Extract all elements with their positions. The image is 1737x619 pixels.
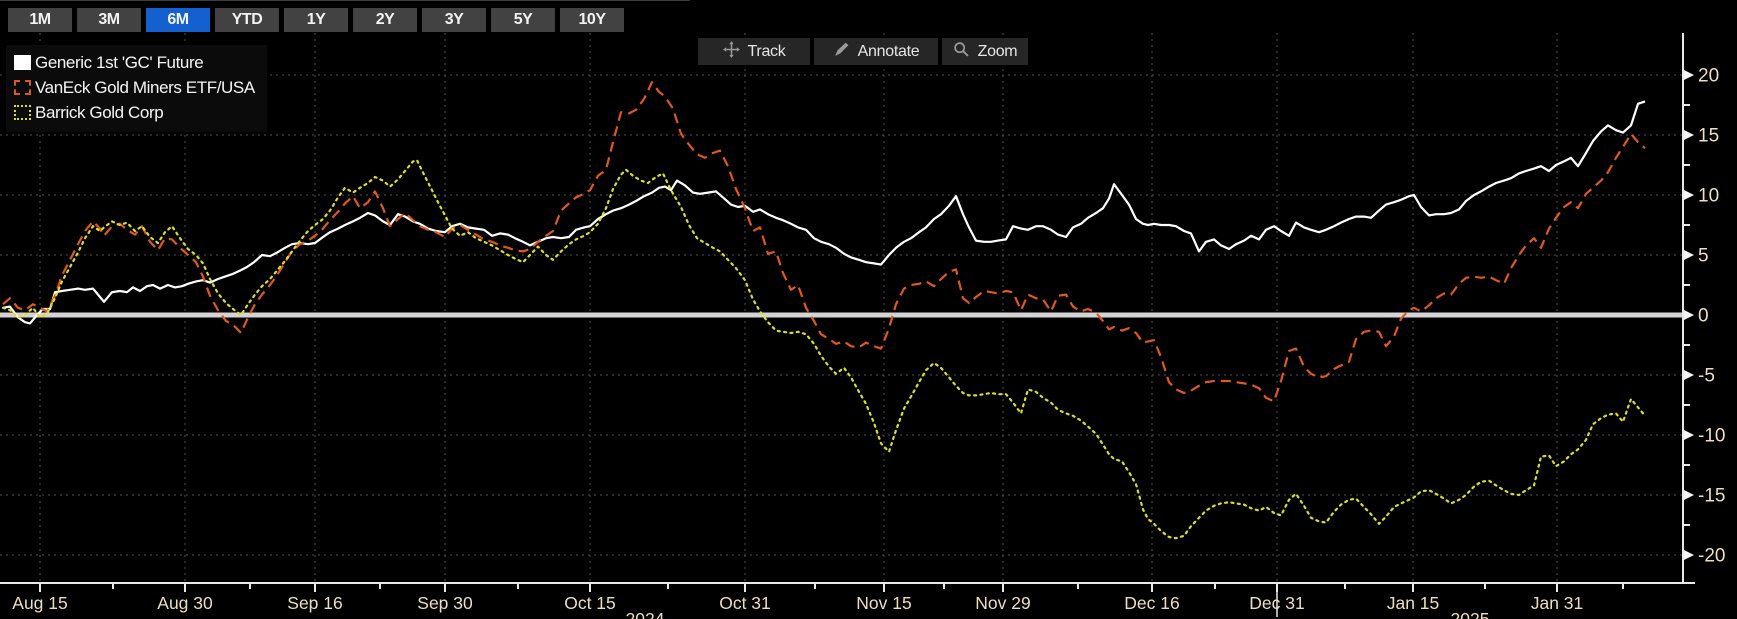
y-axis-label: 0 xyxy=(1698,306,1709,327)
zoom-button[interactable]: Zoom xyxy=(942,38,1028,65)
y-tick-arrow-icon xyxy=(1684,550,1694,560)
legend-label: VanEck Gold Miners ETF/USA xyxy=(35,77,255,97)
y-tick-arrow-icon xyxy=(1684,250,1694,260)
y-axis-label: -10 xyxy=(1698,426,1725,447)
y-tick-arrow-icon xyxy=(1684,130,1694,140)
range-tab-3y[interactable]: 3Y xyxy=(422,8,486,32)
series-line-gdx-etf xyxy=(2,81,1646,403)
track-button[interactable]: Track xyxy=(698,38,810,65)
x-axis-label: Nov 29 xyxy=(975,593,1030,613)
x-axis-label: Jan 15 xyxy=(1387,593,1440,613)
year-label: 2024 xyxy=(626,609,665,619)
x-axis-label: Sep 16 xyxy=(287,593,342,613)
magnifier-icon xyxy=(953,41,970,63)
range-tab-bar: 1M 3M 6M YTD 1Y 2Y 3Y 5Y 10Y xyxy=(0,0,690,34)
annotate-button[interactable]: Annotate xyxy=(814,38,938,65)
x-axis-label: Aug 15 xyxy=(12,593,67,613)
range-tab-ytd[interactable]: YTD xyxy=(215,8,279,32)
legend-item[interactable]: Generic 1st 'GC' Future xyxy=(14,50,255,75)
range-tab-5y[interactable]: 5Y xyxy=(491,8,555,32)
move-crosshair-icon xyxy=(722,40,740,63)
legend-swatch-dotted xyxy=(14,105,31,120)
y-axis-label: -15 xyxy=(1698,486,1725,507)
legend-swatch-dashed xyxy=(14,80,31,95)
y-axis-label: 20 xyxy=(1698,66,1719,87)
x-axis-label: Oct 15 xyxy=(564,593,616,613)
y-tick-arrow-icon xyxy=(1684,370,1694,380)
axes: Aug 15 Aug 30 Sep 16 Sep 30 Oct 15 Oct 31 Nov … xyxy=(0,33,1725,619)
range-tab-1y[interactable]: 1Y xyxy=(284,8,348,32)
legend-item[interactable]: VanEck Gold Miners ETF/USA xyxy=(14,75,255,100)
x-axis-label: Sep 30 xyxy=(417,593,473,613)
y-axis-label: -20 xyxy=(1698,546,1725,567)
gridlines xyxy=(0,33,1683,583)
legend-swatch-solid xyxy=(14,55,31,70)
legend-label: Generic 1st 'GC' Future xyxy=(35,52,204,72)
y-axis-label: 5 xyxy=(1698,246,1709,267)
zero-baseline xyxy=(0,312,1683,318)
legend-label: Barrick Gold Corp xyxy=(35,102,164,122)
y-tick-arrow-icon xyxy=(1684,70,1694,80)
y-axis-label: 10 xyxy=(1698,186,1719,207)
y-tick-arrow-icon xyxy=(1684,490,1694,500)
x-axis-label: Dec 16 xyxy=(1124,593,1179,613)
range-tab-10y[interactable]: 10Y xyxy=(560,8,624,32)
chart-legend: Generic 1st 'GC' Future VanEck Gold Miner… xyxy=(6,45,267,132)
y-tick-arrow-icon xyxy=(1684,190,1694,200)
y-tick-arrow-icon xyxy=(1684,430,1694,440)
range-tab-3m[interactable]: 3M xyxy=(77,8,141,32)
y-axis-label: -5 xyxy=(1698,366,1715,387)
pencil-icon xyxy=(833,41,850,63)
x-axis-label: Jan 31 xyxy=(1531,593,1584,613)
x-axis-label: Oct 31 xyxy=(719,593,771,613)
series-line-barrick xyxy=(1,159,1647,540)
range-tab-2y[interactable]: 2Y xyxy=(353,8,417,32)
y-tick-arrow-icon xyxy=(1684,310,1694,320)
range-tab-6m[interactable]: 6M xyxy=(146,8,210,32)
x-axis-label: Nov 15 xyxy=(856,593,911,613)
range-tab-1m[interactable]: 1M xyxy=(8,8,72,32)
year-label: 2025 xyxy=(1451,609,1490,619)
x-axis-label: Aug 30 xyxy=(157,593,213,613)
y-axis-label: 15 xyxy=(1698,126,1719,147)
series-line-gc-future xyxy=(2,100,1646,325)
legend-item[interactable]: Barrick Gold Corp xyxy=(14,100,255,125)
